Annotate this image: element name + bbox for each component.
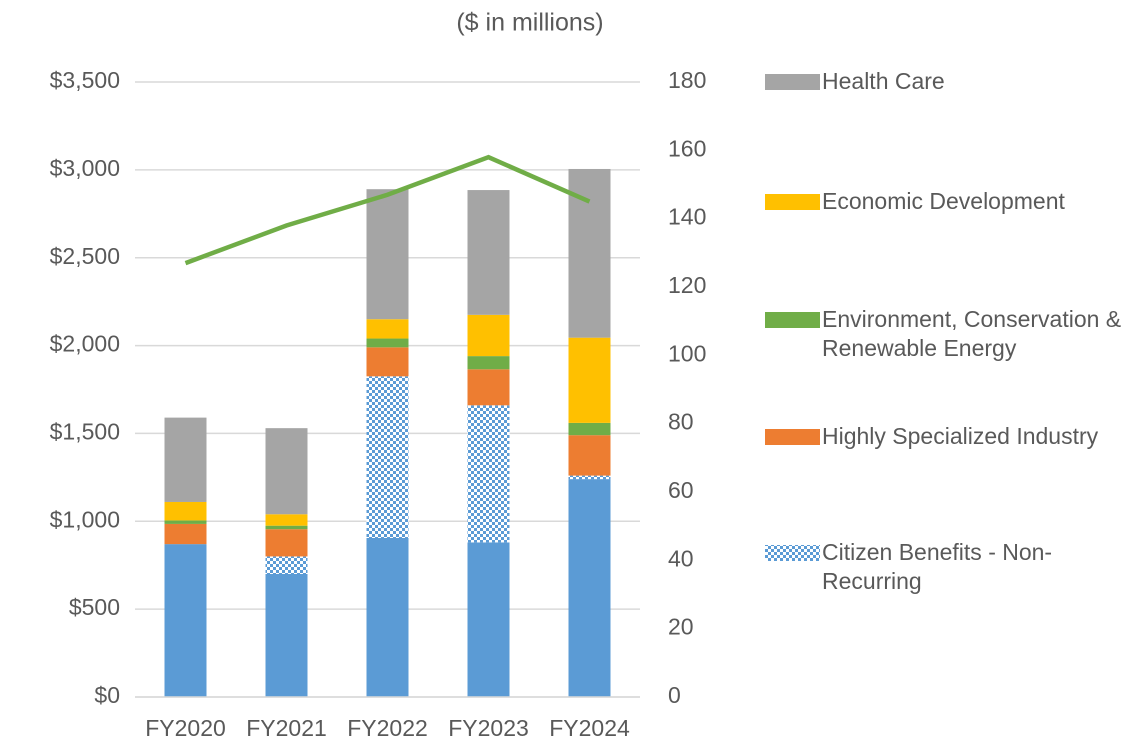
line <box>184 154 591 266</box>
bar-segment <box>568 422 611 436</box>
bar-segment <box>265 556 308 574</box>
bar-segment <box>467 542 510 697</box>
bar-segment <box>265 525 308 530</box>
legend-swatch <box>765 194 820 210</box>
y2-tick-label: 100 <box>668 340 706 366</box>
bar-segment <box>568 475 611 480</box>
legend-label: Economic Development <box>822 188 1065 214</box>
bar-segment <box>366 537 409 697</box>
bar-segment <box>467 314 510 357</box>
y-tick-label: $3,000 <box>50 155 120 181</box>
y-tick-label: $2,500 <box>50 243 120 269</box>
chart-subtitle: ($ in millions) <box>456 9 603 37</box>
y2-tick-label: 20 <box>668 614 694 640</box>
y2-tick-label: 60 <box>668 477 694 503</box>
bar-segment <box>265 514 308 526</box>
bar-segment <box>366 347 409 377</box>
y2-tick-label: 80 <box>668 409 694 435</box>
legend-swatch <box>765 74 820 90</box>
x-tick-label: FY2022 <box>347 715 428 741</box>
y-tick-label: $1,500 <box>50 419 120 445</box>
y-tick-label: $3,500 <box>50 67 120 93</box>
legend-label: Environment, Conservation & Renewable En… <box>822 306 1122 361</box>
y2-tick-label: 140 <box>668 204 706 230</box>
bar-segment <box>568 435 611 476</box>
y2-tick-label: 0 <box>668 682 681 708</box>
bar-segment <box>366 376 409 538</box>
legend-label: Citizen Benefits - Non-Recurring <box>822 539 1053 594</box>
x-tick-label: FY2021 <box>246 715 327 741</box>
y2-tick-label: 40 <box>668 545 694 571</box>
x-tick-label: FY2020 <box>145 715 226 741</box>
bar-segment <box>265 428 308 515</box>
x-tick-label: FY2024 <box>549 715 630 741</box>
bar-segment <box>164 417 207 502</box>
y-tick-label: $2,000 <box>50 331 120 357</box>
bar-segment <box>467 369 510 406</box>
bar-segment <box>366 189 409 320</box>
bar-segment <box>164 520 207 524</box>
y-tick-label: $500 <box>69 594 120 620</box>
bar-segment <box>265 574 308 697</box>
legend-swatch <box>765 545 820 561</box>
legend-label: Health Care <box>822 68 945 94</box>
legend-label: Highly Specialized Industry <box>822 423 1099 449</box>
bar-segment <box>467 190 510 315</box>
legend-swatch <box>765 429 820 445</box>
bar-segment <box>568 337 611 423</box>
y-tick-label: $0 <box>94 682 120 708</box>
bar-segment <box>164 544 207 697</box>
bar-segment <box>366 319 409 339</box>
bar-segment <box>467 356 510 370</box>
bar-segment <box>467 405 510 543</box>
y2-tick-label: 180 <box>668 67 706 93</box>
bar-segment <box>265 529 308 557</box>
y2-tick-label: 120 <box>668 272 706 298</box>
y-tick-label: $1,000 <box>50 506 120 532</box>
bar-segment <box>366 338 409 348</box>
legend-swatch <box>765 312 820 328</box>
bar-segment <box>164 501 207 521</box>
bar-segment <box>568 479 611 697</box>
bar-segment <box>164 523 207 545</box>
y2-tick-label: 160 <box>668 135 706 161</box>
x-tick-label: FY2023 <box>448 715 529 741</box>
